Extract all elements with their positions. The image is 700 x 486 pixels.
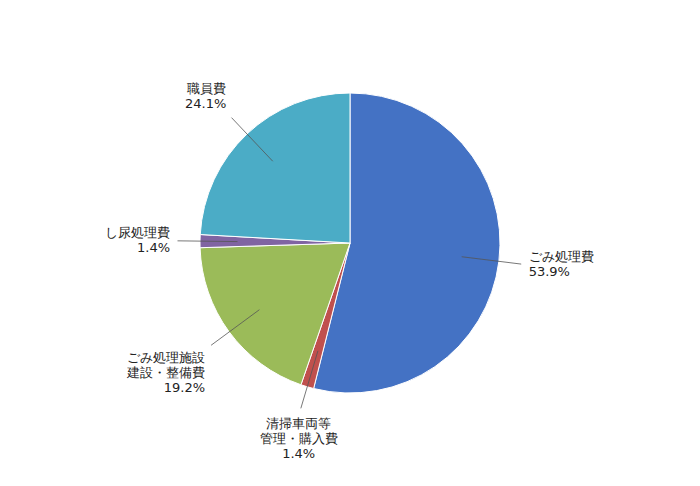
category-label: ごみ処理施設建設・整備費 <box>126 350 205 380</box>
category-label: 職員費 <box>187 81 226 96</box>
category-label: ごみ処理費 <box>529 249 594 264</box>
category-label-line: ごみ処理施設 <box>127 350 205 365</box>
value-label: 1.4% <box>137 240 170 255</box>
category-label-line: し尿処理費 <box>105 225 170 240</box>
category-label: し尿処理費 <box>105 225 170 240</box>
data-label: 職員費24.1% <box>185 81 226 111</box>
leader-line <box>301 351 318 409</box>
leader-line <box>211 310 259 346</box>
slices <box>200 93 500 393</box>
value-label: 1.4% <box>282 446 315 461</box>
category-label-line: 管理・購入費 <box>260 431 338 446</box>
leader-line <box>178 240 238 242</box>
value-label: 24.1% <box>185 96 226 111</box>
slice <box>200 243 350 385</box>
data-label: ごみ処理費53.9% <box>529 249 594 279</box>
slices-inner <box>200 93 500 393</box>
value-label: 19.2% <box>164 380 205 395</box>
category-label: 清掃車両等管理・購入費 <box>260 416 338 446</box>
pie-root: ごみ処理費53.9%清掃車両等管理・購入費1.4%ごみ処理施設建設・整備費19.… <box>105 81 594 460</box>
slice <box>200 93 350 243</box>
category-label-line: 職員費 <box>187 81 226 96</box>
labels: ごみ処理費53.9%清掃車両等管理・購入費1.4%ごみ処理施設建設・整備費19.… <box>105 81 594 460</box>
category-label-line: ごみ処理費 <box>529 249 594 264</box>
category-label-line: 清掃車両等 <box>266 416 331 431</box>
leader-line <box>462 257 522 264</box>
chart-container: ごみ処理費53.9%清掃車両等管理・購入費1.4%ごみ処理施設建設・整備費19.… <box>0 0 700 486</box>
data-label: ごみ処理施設建設・整備費19.2% <box>126 350 205 395</box>
leader-line <box>232 118 273 162</box>
value-label: 53.9% <box>529 264 570 279</box>
category-label-line: 建設・整備費 <box>126 365 205 380</box>
data-label: 清掃車両等管理・購入費1.4% <box>260 416 338 461</box>
chart-svg: ごみ処理費53.9%清掃車両等管理・購入費1.4%ごみ処理施設建設・整備費19.… <box>0 0 700 486</box>
data-label: し尿処理費1.4% <box>105 225 170 255</box>
